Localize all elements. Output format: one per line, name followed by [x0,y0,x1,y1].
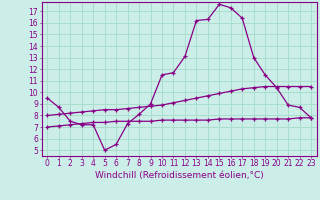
X-axis label: Windchill (Refroidissement éolien,°C): Windchill (Refroidissement éolien,°C) [95,171,264,180]
